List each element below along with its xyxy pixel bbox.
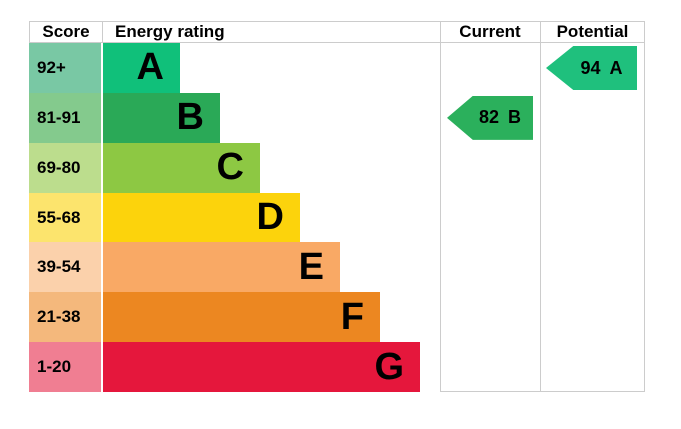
rating-bands: 92+ A 81-91 B 69-80 C 55-68 D 39-54 E 21… [29,43,440,393]
rating-bar-g: G [103,342,420,393]
potential-rating-arrow: 94 A [546,46,637,90]
column-divider-potential [540,21,541,392]
table-header-row: Score Energy rating Current Potential [29,21,645,43]
band-letter: F [340,295,364,338]
potential-score: 94 [580,57,601,78]
rating-bar-f: F [103,292,380,343]
header-potential: Potential [556,22,629,41]
potential-band-letter: A [609,57,623,78]
score-range-label: 55-68 [29,192,101,243]
rating-bar-c: C [103,142,260,193]
score-range-label: 1-20 [29,342,101,393]
table-right-border [644,21,645,392]
column-divider-current [440,21,441,392]
band-row-d: 55-68 D [29,192,440,243]
rating-bar-d: D [103,192,300,243]
score-range-label: 21-38 [29,292,101,343]
band-letter: G [374,345,404,388]
band-row-c: 69-80 C [29,142,440,193]
band-letter: B [176,96,204,139]
table-bottom-border [440,391,645,392]
header-score: Score [29,22,103,42]
current-score: 82 [478,107,500,128]
band-letter: E [298,245,324,288]
score-range-label: 69-80 [29,142,101,193]
band-row-a: 92+ A [29,43,440,93]
rating-bar-b: B [103,92,220,143]
header-energy-rating: Energy rating [115,22,225,41]
epc-table: Score Energy rating Current Potential 92… [29,21,645,393]
band-row-e: 39-54 E [29,242,440,293]
band-letter: D [256,196,284,238]
current-band-letter: B [508,107,522,128]
band-row-f: 21-38 F [29,292,440,343]
rating-bar-e: E [103,242,340,293]
band-row-b: 81-91 B [29,92,440,143]
band-row-g: 1-20 G [29,342,440,393]
band-letter: A [136,46,164,89]
current-rating-arrow: 82 B [447,95,533,140]
score-range-label: 92+ [29,43,101,93]
header-current: Current [459,22,521,41]
score-range-label: 81-91 [29,92,101,143]
band-letter: C [216,146,244,189]
score-range-label: 39-54 [29,242,101,293]
rating-bar-a: A [103,43,180,93]
